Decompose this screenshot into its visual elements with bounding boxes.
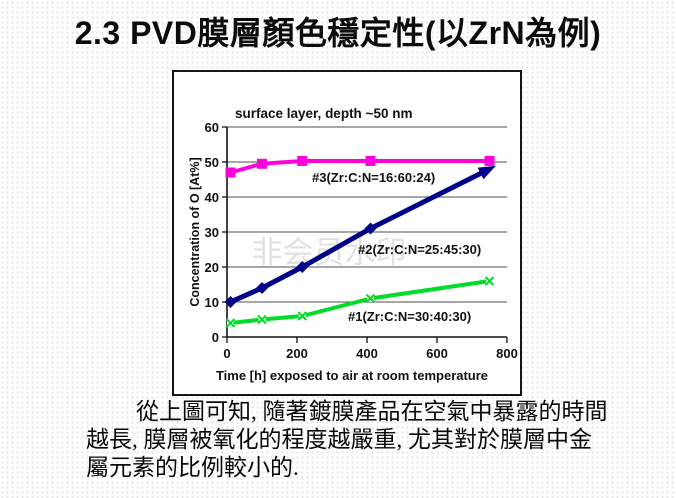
- marker-square: [365, 155, 376, 166]
- y-tick-label: 10: [205, 295, 219, 310]
- x-axis-label: Time [h] exposed to air at room temperat…: [216, 368, 488, 383]
- x-tick-label: 400: [356, 346, 378, 361]
- marker-square: [257, 158, 267, 169]
- x-tick-label: 200: [286, 346, 308, 361]
- marker-x: [365, 293, 376, 304]
- marker-x: [297, 311, 307, 321]
- x-tick-label: 0: [223, 346, 230, 361]
- y-tick-label: 60: [205, 120, 219, 135]
- y-tick-label: 20: [205, 260, 219, 275]
- x-tick-label: 600: [426, 346, 448, 361]
- body-line: 越長, 膜層被氧化的程度越嚴重, 尤其對於膜層中金: [86, 427, 592, 452]
- chart-title: surface layer, depth ~50 nm: [235, 106, 412, 121]
- marker-x: [225, 318, 236, 328]
- marker-square: [225, 167, 236, 178]
- body-line: 從上圖可知, 隨著鍍膜產品在空氣中暴露的時間: [136, 399, 608, 424]
- marker-square: [297, 155, 308, 166]
- series-label-3: #1(Zr:C:N=30:40:30): [348, 309, 471, 324]
- chart-figure: 0 10 20 30 40 50 60 0 200 400 600 800 surface layer,…: [172, 70, 522, 396]
- marker-diamond: [256, 282, 268, 294]
- marker-diamond: [296, 261, 309, 273]
- marker-square: [484, 155, 495, 166]
- marker-x: [484, 276, 495, 286]
- y-tick-label: 50: [205, 155, 219, 170]
- arrowhead: [477, 165, 496, 180]
- marker-diamond: [224, 296, 237, 308]
- y-tick-label: 40: [205, 190, 219, 205]
- slide-title: 2.3 PVD膜層顏色穩定性(以ZrN為例): [74, 15, 602, 51]
- y-tick-label: 30: [205, 225, 219, 240]
- marker-x: [257, 314, 267, 325]
- y-tick-label: 0: [212, 330, 219, 345]
- body-paragraph: 從上圖可知, 隨著鍍膜產品在空氣中暴露的時間越長, 膜層被氧化的程度越嚴重, 尤…: [86, 398, 634, 482]
- series-label-2: #2(Zr:C:N=25:45:30): [358, 242, 481, 257]
- marker-diamond: [364, 222, 377, 235]
- body-line: 屬元素的比例較小的.: [86, 455, 299, 480]
- y-axis-label: Concentration of O [At%]: [188, 157, 202, 306]
- x-tick-label: 800: [496, 346, 518, 361]
- series-label-1: #3(Zr:C:N=16:60:24): [312, 170, 435, 185]
